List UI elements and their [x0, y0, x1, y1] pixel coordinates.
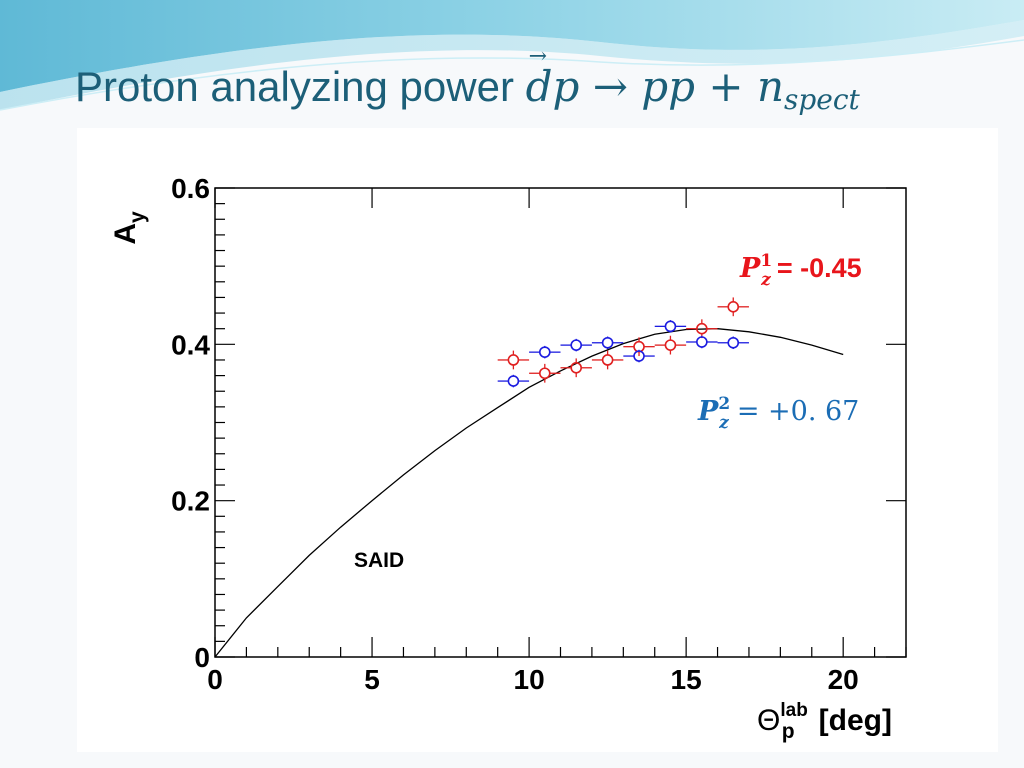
said-curve	[214, 328, 844, 658]
slide-title-math: → dp → pp + nspect	[525, 46, 860, 114]
data-point-pz1	[696, 322, 708, 335]
p1-sub: z	[760, 270, 771, 290]
data-point-pz2	[727, 336, 740, 349]
p1-symbol: P	[739, 253, 761, 284]
x-tick-label: 10	[514, 664, 545, 695]
p2-annotation: P2 z = +0. 67	[697, 394, 859, 433]
slide-title-math-d: d	[525, 62, 553, 111]
data-point-pz2	[507, 375, 520, 387]
data-point-pz2	[696, 336, 708, 348]
data-point-pz1	[727, 301, 740, 313]
y-tick-label: 0	[194, 642, 210, 673]
y-tick-label: 0.6	[171, 173, 210, 204]
slide-title: Proton analyzing power → dp → pp + nspect	[75, 46, 860, 114]
data-point-pz1	[538, 367, 551, 380]
x-tick-label: 15	[671, 664, 702, 695]
x-tick-label: 0	[207, 664, 223, 695]
data-point-pz1	[601, 354, 614, 366]
p2-symbol: P	[697, 396, 719, 427]
slide-background-waves	[0, 0, 1024, 111]
p2-value: = +0. 67	[737, 396, 860, 427]
data-point-pz2	[664, 320, 677, 333]
y-tick-label: 0.4	[171, 329, 210, 360]
said-label: SAID	[354, 549, 404, 572]
y-axis-label: Ay	[109, 211, 149, 245]
vector-arrow-accent: →	[528, 44, 548, 69]
data-point-pz2	[601, 336, 614, 349]
x-tick-label: 5	[364, 664, 380, 695]
x-tick-label: 20	[828, 664, 859, 695]
y-tick-label: 0.2	[171, 486, 210, 517]
data-point-pz1	[507, 354, 520, 366]
p2-sub: z	[718, 413, 729, 433]
x-axis-label: Θlab p [deg]	[757, 700, 892, 743]
data-point-pz2	[538, 346, 551, 358]
p1-sup: 1	[760, 251, 772, 271]
data-point-pz1	[570, 361, 583, 374]
slide-title-math-reaction: p → pp + n	[552, 62, 785, 111]
p2-sup: 2	[718, 394, 730, 414]
p1-annotation: P1 z = -0.45	[739, 251, 862, 290]
slide-title-math-sub: spect	[784, 83, 860, 116]
p1-value: = -0.45	[777, 253, 862, 283]
data-point-pz1	[664, 339, 677, 351]
data-point-pz2	[570, 339, 583, 351]
slide-title-text: Proton analyzing power	[75, 63, 514, 110]
plot-panel: 0 5 10 15 20 0 0.2 0.4 0.6 Ay Θlab p [deg] SAID P1 z =…	[77, 128, 998, 752]
data-point-pz2	[633, 350, 645, 362]
